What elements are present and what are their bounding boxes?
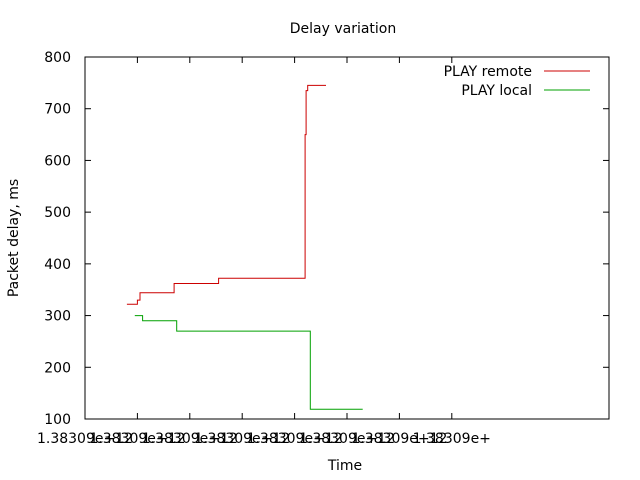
x-tick-label: 1.38309e+12	[247, 431, 343, 447]
y-axis-label: Packet delay, ms	[6, 179, 22, 297]
legend: PLAY remote PLAY local	[444, 64, 590, 99]
x-tick-label: 1.38309e+12	[194, 431, 290, 447]
series-line-play-local	[134, 315, 363, 410]
x-tick-label: 1.38309e+12	[37, 431, 133, 447]
x-axis: 1.38309e+121.38309e+121.38309e+121.38309…	[37, 57, 491, 447]
x-tick-label: 1.38309e+12	[351, 431, 447, 447]
x-axis-label: Time	[327, 458, 362, 474]
y-tick-label: 600	[44, 153, 71, 169]
y-tick-label: 200	[44, 360, 71, 376]
series-line-play-remote	[126, 84, 326, 305]
legend-label: PLAY local	[461, 83, 532, 99]
chart-title: Delay variation	[290, 21, 397, 37]
x-tick-label: 1.38309e+12	[142, 431, 238, 447]
y-tick-label: 700	[44, 102, 71, 118]
y-axis: 100 200 300 400 500 600 700 800	[44, 50, 609, 428]
y-tick-label: 400	[44, 257, 71, 273]
x-tick-label: 1.38309e+12	[89, 431, 185, 447]
x-tick-label: 1.38309e+12	[299, 431, 395, 447]
series-layer	[126, 84, 363, 410]
y-tick-label: 500	[44, 205, 71, 221]
y-tick-label: 800	[44, 50, 71, 66]
y-tick-label: 300	[44, 309, 71, 325]
plot-frame	[84, 56, 610, 420]
y-tick-label: 100	[44, 412, 71, 428]
legend-label: PLAY remote	[444, 64, 532, 80]
x-tick-label: 1.38309e+	[413, 431, 491, 447]
